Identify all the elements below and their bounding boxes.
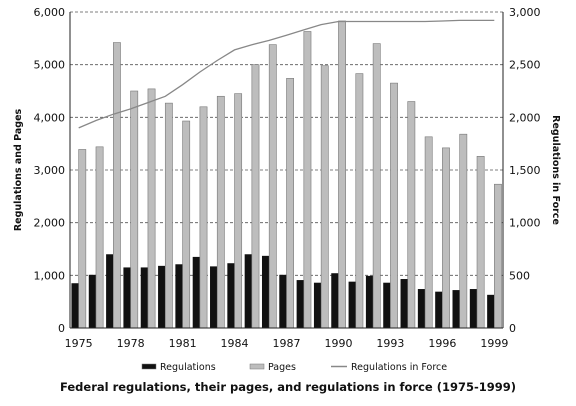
bar-pages [199, 106, 208, 329]
bar-regulations [106, 254, 114, 328]
bar-pages [130, 90, 139, 329]
y2-tick-label: 0 [509, 322, 516, 335]
bar-pages [147, 88, 156, 329]
y-tick-label: 4,000 [34, 111, 66, 124]
bar-pages [390, 82, 398, 329]
line-regulations-in-force [78, 19, 495, 129]
bar-pages [320, 65, 329, 329]
bar-pages [182, 120, 191, 329]
bar-pages [303, 31, 312, 329]
y-tick-label: 1,000 [34, 269, 66, 282]
bar-pages [494, 183, 502, 329]
x-tick-label: 1978 [117, 337, 145, 350]
bar-regulations [244, 254, 252, 328]
legend-regulations-swatch [141, 363, 157, 370]
bar-regulations [279, 274, 287, 328]
y2-tick-label: 1,000 [509, 217, 541, 230]
x-tick-label: 1990 [324, 337, 352, 350]
y-tick-label: 3,000 [34, 164, 66, 177]
x-tick-label: 1987 [273, 337, 301, 350]
bar-pages [407, 101, 416, 329]
bar-regulations [365, 275, 374, 328]
x-tick-label: 1981 [169, 337, 197, 350]
y2-tick-label: 2,500 [509, 59, 541, 72]
bar-regulations [140, 267, 148, 328]
x-tick-label: 1996 [428, 337, 456, 350]
chart-caption: Federal regulations, their pages, and re… [59, 380, 517, 394]
bar-regulations [400, 279, 408, 328]
axes: 0 1,000 2,000 3,000 4,000 5,000 6,000 0 500 1,000… [34, 6, 541, 350]
legend-regulations-in-force-label: Regulations in Force [351, 362, 447, 373]
bar-regulations [158, 265, 166, 328]
bar-regulations [348, 281, 356, 328]
legend-pages-swatch [249, 363, 265, 370]
bar-pages [424, 136, 433, 329]
regulations-in-force-line [78, 19, 495, 129]
bar-pages [234, 93, 243, 329]
x-tick-label: 1993 [376, 337, 404, 350]
bar-regulations [123, 267, 131, 328]
bar-pages [459, 133, 468, 329]
bar-regulations [227, 263, 235, 328]
bar-pages [216, 95, 225, 329]
bar-pages [78, 149, 87, 329]
y2-tick-label: 3,000 [509, 6, 541, 19]
bar-regulations [452, 290, 460, 328]
bar-regulations [296, 280, 304, 328]
bar-regulations [435, 291, 443, 328]
bar-pages [95, 146, 104, 329]
bar-regulations [313, 282, 322, 328]
bar-regulations [175, 264, 183, 328]
x-tick-label: 1975 [65, 337, 93, 350]
legend-pages-label: Pages [268, 362, 296, 373]
bar-regulations [469, 289, 478, 328]
bar-pages [442, 147, 450, 329]
bar-pages [268, 44, 277, 329]
y2-tick-label: 500 [509, 269, 530, 282]
y2-tick-label: 2,000 [509, 111, 541, 124]
y-tick-label: 2,000 [34, 217, 66, 230]
bar-regulations [71, 283, 79, 328]
bar-pages [251, 64, 260, 329]
y2-tick-label: 1,500 [509, 164, 541, 177]
bar-pages [476, 156, 485, 329]
bar-regulations [192, 256, 200, 328]
legend-regulations-label: Regulations [160, 362, 216, 373]
chart: 0 1,000 2,000 3,000 4,000 5,000 6,000 0 500 1,000… [13, 6, 561, 373]
y2-axis-title: Regulations in Force [550, 115, 561, 225]
y-tick-label: 0 [58, 322, 65, 335]
bar-regulations [261, 255, 270, 328]
bar-regulations [331, 273, 339, 328]
legend: Regulations Pages Regulations in Force [141, 362, 447, 373]
x-tick-label: 1984 [221, 337, 249, 350]
bar-pages [113, 42, 121, 329]
bar-regulations [383, 282, 391, 328]
y-tick-label: 5,000 [34, 59, 66, 72]
bars [71, 20, 502, 329]
x-tick-label: 1999 [480, 337, 508, 350]
y-tick-label: 6,000 [34, 6, 66, 19]
bar-pages [286, 78, 294, 329]
bar-regulations [487, 294, 495, 328]
bar-pages [338, 20, 346, 329]
bar-pages [372, 43, 381, 329]
bar-pages [355, 73, 364, 329]
bar-regulations [417, 289, 426, 328]
bar-regulations [88, 274, 96, 328]
bar-pages [164, 102, 173, 329]
y-axis-title: Regulations and Pages [13, 108, 24, 231]
bar-regulations [210, 266, 218, 328]
